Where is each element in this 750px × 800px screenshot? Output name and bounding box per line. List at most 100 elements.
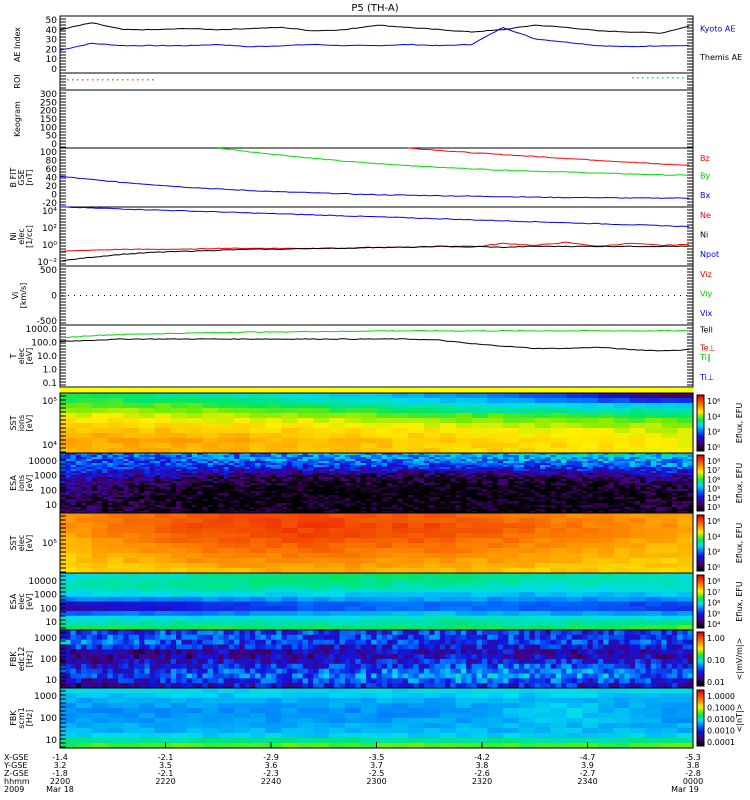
spectrogram-cell (650, 501, 657, 504)
spectrogram-cell (518, 499, 525, 502)
spectrogram-cell (656, 481, 662, 484)
spectrogram-cell (234, 418, 251, 424)
spectrogram-cell (482, 501, 488, 504)
spectrogram-cell (661, 461, 668, 464)
spectrogram-cell (154, 511, 161, 514)
spectrogram-cell (60, 418, 77, 424)
spectrogram-cell (112, 497, 119, 500)
spectrogram-cell (170, 553, 188, 559)
spectrogram-cell (170, 543, 188, 549)
spectrogram-cell (671, 469, 678, 472)
spectrogram-cell (307, 469, 314, 472)
spectrogram-cell (371, 505, 378, 508)
spectrogram-cell (213, 497, 219, 500)
spectrogram-cell (460, 487, 467, 490)
spectrogram-cell (439, 477, 446, 480)
spectrogram-cell (577, 477, 583, 480)
spectrogram-cell (561, 477, 567, 480)
spectrogram-cell (297, 413, 314, 419)
spectrogram-cell (518, 463, 525, 466)
y-tick-label: -500 (37, 317, 58, 327)
spectrogram-cell (244, 463, 251, 466)
spectrogram-cell (65, 479, 72, 482)
spectrogram-cell (154, 453, 161, 456)
spectrogram-cell (154, 479, 161, 482)
spectrogram-cell (392, 495, 399, 498)
spectrogram-cell (344, 485, 351, 488)
spectrogram-cell (455, 477, 462, 480)
spectrogram-cell (218, 543, 235, 549)
spectrogram-cell (260, 463, 267, 466)
spectrogram-cell (376, 453, 383, 456)
spectrogram-cell (550, 428, 567, 434)
spectrogram-cell (608, 455, 615, 458)
spectrogram-cell (350, 469, 356, 472)
spectrogram-cell (360, 493, 367, 496)
spectrogram-cell (455, 463, 462, 466)
spectrogram-cell (318, 487, 325, 490)
spectrogram-cell (545, 463, 552, 466)
spectrogram-cell (186, 455, 193, 458)
panel-ae (59, 15, 694, 74)
spectrogram-cell (86, 509, 93, 512)
spectrogram-cell (587, 509, 594, 512)
spectrogram-cell (640, 503, 647, 506)
spectrogram-cell (624, 511, 631, 514)
spectrogram-cell (139, 563, 156, 569)
spectrogram-cell (186, 493, 193, 496)
spectrogram-cell (112, 477, 119, 480)
spectrogram-cell (545, 487, 552, 490)
spectrogram-cell (418, 487, 425, 490)
spectrogram-cell (133, 479, 140, 482)
spectrogram-cell (677, 505, 684, 508)
spectrogram-cell (350, 473, 356, 476)
spectrogram-cell (60, 513, 77, 519)
spectrogram-cell (402, 473, 409, 476)
spectrogram-cell (418, 477, 425, 480)
spectrogram-cell (608, 507, 615, 510)
spectrogram-cell (566, 403, 583, 409)
spectrogram-cell (139, 471, 145, 474)
spectrogram-cell (524, 485, 531, 488)
spectrogram-cell (608, 483, 615, 486)
spectrogram-cell (492, 499, 499, 502)
spectrogram-cell (260, 511, 267, 514)
spectrogram-cell (271, 479, 277, 482)
spectrogram-cell (96, 491, 103, 494)
spectrogram-cell (244, 479, 251, 482)
spectrogram-cell (645, 503, 652, 506)
spectrogram-cell (123, 413, 140, 419)
spectrogram-cell (534, 493, 541, 496)
spectrogram-cell (239, 467, 246, 470)
spectrogram-cell (645, 507, 652, 510)
spectrogram-cell (402, 507, 409, 510)
spectrogram-cell (123, 499, 130, 502)
spectrogram-cell (75, 428, 93, 434)
spectrogram-cell (313, 501, 320, 504)
spectrogram-cell (249, 501, 256, 504)
spectrogram-cell (86, 465, 93, 468)
spectrogram-cell (656, 475, 662, 478)
spectrogram-cell (582, 433, 599, 439)
spectrogram-cell (344, 553, 362, 559)
spectrogram-cell (408, 479, 415, 482)
spectrogram-cell (513, 467, 520, 470)
spectrogram-cell (392, 473, 399, 476)
spectrogram-cell (350, 467, 356, 470)
spectrogram-cell (234, 518, 251, 524)
spectrogram-cell (534, 505, 541, 508)
spectrogram-cell (571, 499, 578, 502)
spectrogram-cell (218, 423, 235, 429)
spectrogram-cell (503, 469, 509, 472)
spectrogram-cell (529, 511, 536, 514)
spectrogram-cell (466, 499, 473, 502)
spectrogram-cell (635, 455, 641, 458)
spectrogram-cell (487, 475, 494, 478)
spectrogram-cell (197, 457, 204, 460)
panel-frame (59, 15, 694, 74)
spectrogram-cell (587, 481, 594, 484)
spectrogram-cell (587, 503, 594, 506)
spectrogram-cell (529, 477, 536, 480)
spectrogram-cell (91, 467, 98, 470)
y-tick-label: 60 (46, 165, 58, 175)
